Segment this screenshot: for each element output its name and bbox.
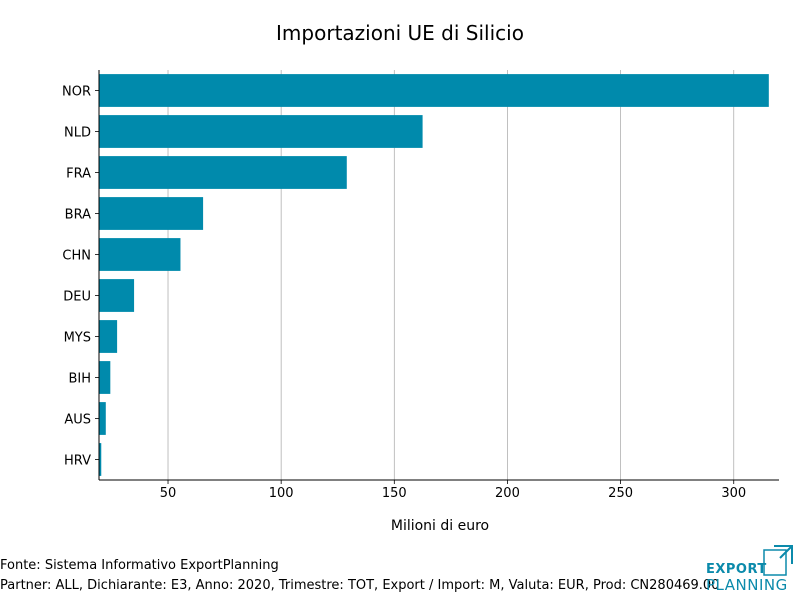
y-tick-label: AUS <box>64 413 91 428</box>
exportplanning-logo: EXPORT PLANNING <box>704 545 796 594</box>
logo-text-export: EXPORT <box>706 562 767 577</box>
bar-deu <box>99 279 135 312</box>
y-tick-label: HRV <box>64 454 91 469</box>
bar-chn <box>99 238 181 271</box>
x-tick-label: 300 <box>721 486 746 501</box>
y-tick-label: DEU <box>63 290 91 305</box>
bars <box>99 74 769 476</box>
x-axis-label: Milioni di euro <box>391 518 489 534</box>
y-tick-label: NLD <box>64 126 91 141</box>
y-tick-label: NOR <box>62 85 91 100</box>
x-tick-label: 200 <box>495 486 520 501</box>
x-tick-label: 50 <box>160 486 177 501</box>
logo-text-planning: PLANNING <box>706 576 788 594</box>
y-tick-label: MYS <box>64 331 91 346</box>
y-axis-ticks: NOR NLD FRA BRA CHN DEU MYS BIH AUS HRV <box>62 85 99 469</box>
y-tick-label: BRA <box>65 208 91 223</box>
axes <box>98 70 779 481</box>
bar-bih <box>99 361 111 394</box>
bar-nor <box>99 74 769 107</box>
bar-mys <box>99 320 118 353</box>
footer-source: Fonte: Sistema Informativo ExportPlannin… <box>0 558 279 573</box>
bar-fra <box>99 156 347 189</box>
y-tick-label: FRA <box>66 167 91 182</box>
bar-hrv <box>99 443 102 476</box>
y-tick-label: CHN <box>62 249 91 264</box>
bar-aus <box>99 402 106 435</box>
bar-nld <box>99 115 423 148</box>
footer-details: Partner: ALL, Dichiarante: E3, Anno: 202… <box>0 578 720 593</box>
chart-title: Importazioni UE di Silicio <box>276 21 524 45</box>
x-axis-ticks: 50 100 150 200 250 300 <box>160 480 746 501</box>
x-tick-label: 150 <box>382 486 407 501</box>
y-tick-label: BIH <box>68 372 91 387</box>
bar-bra <box>99 197 204 230</box>
logo-mark-icon <box>763 545 793 576</box>
x-tick-label: 250 <box>608 486 633 501</box>
x-tick-label: 100 <box>269 486 294 501</box>
